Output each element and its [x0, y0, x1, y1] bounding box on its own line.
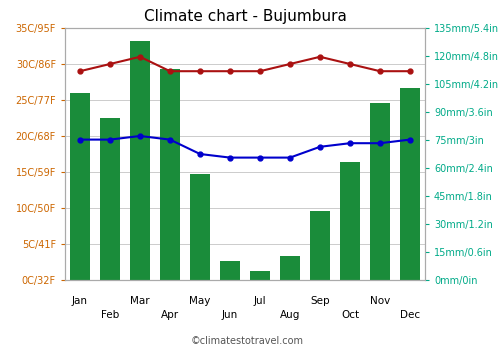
- Bar: [70, 93, 90, 280]
- Text: Feb: Feb: [101, 310, 119, 320]
- Bar: [250, 271, 270, 280]
- Bar: [100, 118, 120, 280]
- Bar: [370, 103, 390, 280]
- Bar: [280, 256, 300, 280]
- Text: ©climatestotravel.com: ©climatestotravel.com: [191, 336, 304, 346]
- Text: Sep: Sep: [310, 296, 330, 306]
- Bar: [340, 162, 360, 280]
- Text: Aug: Aug: [280, 310, 300, 320]
- Text: Dec: Dec: [400, 310, 420, 320]
- Title: Climate chart - Bujumbura: Climate chart - Bujumbura: [144, 9, 346, 24]
- Bar: [160, 69, 180, 280]
- Text: Jun: Jun: [222, 310, 238, 320]
- Bar: [310, 211, 330, 280]
- Text: Jul: Jul: [254, 296, 266, 306]
- Text: May: May: [190, 296, 210, 306]
- Bar: [400, 88, 420, 280]
- Text: Mar: Mar: [130, 296, 150, 306]
- Text: Oct: Oct: [341, 310, 359, 320]
- Text: Apr: Apr: [161, 310, 179, 320]
- Text: Jan: Jan: [72, 296, 88, 306]
- Bar: [190, 174, 210, 280]
- Bar: [130, 41, 150, 280]
- Text: Nov: Nov: [370, 296, 390, 306]
- Bar: [220, 261, 240, 280]
